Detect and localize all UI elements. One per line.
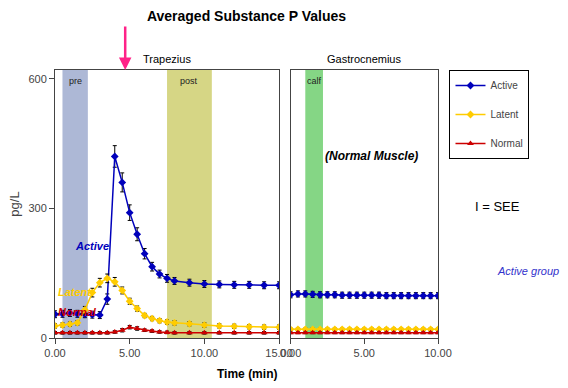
svg-text:Latent: Latent — [58, 286, 92, 298]
svg-text:pg/L: pg/L — [7, 191, 22, 216]
svg-text:post: post — [180, 76, 198, 86]
svg-text:300: 300 — [28, 202, 46, 214]
svg-text:0: 0 — [41, 332, 47, 344]
svg-text:600: 600 — [28, 73, 46, 85]
svg-text:5.00: 5.00 — [354, 347, 375, 359]
svg-text:Normal: Normal — [490, 138, 522, 149]
svg-text:15.00: 15.00 — [265, 347, 293, 359]
svg-text:calf: calf — [307, 76, 322, 86]
svg-text:Time (min): Time (min) — [217, 367, 277, 381]
svg-text:pre: pre — [69, 76, 82, 86]
svg-text:0.00: 0.00 — [280, 347, 301, 359]
svg-text:Active group: Active group — [497, 265, 559, 277]
svg-text:Normal: Normal — [58, 306, 97, 318]
svg-text:Active: Active — [75, 240, 109, 252]
svg-text:Active: Active — [490, 80, 518, 91]
svg-text:Averaged Substance P Values: Averaged Substance P Values — [147, 8, 346, 24]
svg-text:(Normal Muscle): (Normal Muscle) — [325, 149, 418, 163]
svg-text:Latent: Latent — [490, 109, 518, 120]
svg-text:I = SEE: I = SEE — [475, 199, 520, 214]
svg-text:Gastrocnemius: Gastrocnemius — [327, 53, 401, 65]
svg-text:Trapezius: Trapezius — [143, 53, 191, 65]
svg-text:10.00: 10.00 — [191, 347, 219, 359]
svg-text:10.00: 10.00 — [424, 347, 452, 359]
svg-text:5.00: 5.00 — [119, 347, 140, 359]
svg-text:0.00: 0.00 — [44, 347, 65, 359]
